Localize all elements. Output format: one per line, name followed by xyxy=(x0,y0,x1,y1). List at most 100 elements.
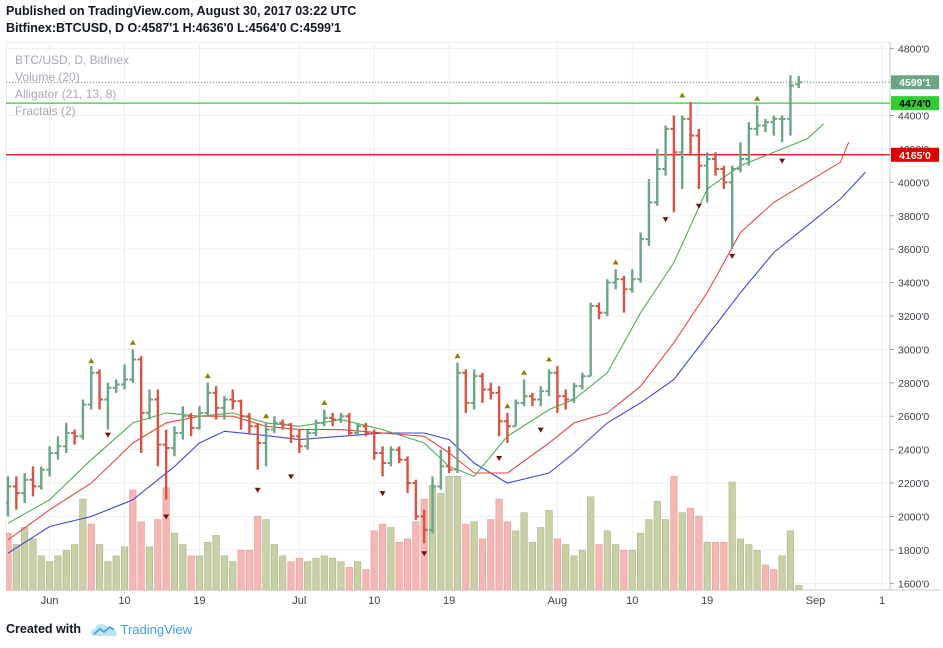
volume-bar xyxy=(62,549,70,591)
volume-bar xyxy=(170,532,179,591)
ohlc-bar xyxy=(528,392,536,407)
time-tick-label: Jul xyxy=(292,595,306,607)
volume-bar xyxy=(204,541,212,591)
price-tick-label: 1600'0 xyxy=(898,578,929,590)
ohlc-bar xyxy=(279,419,287,430)
ohlc-bar xyxy=(162,429,170,500)
tradingview-brand: TradingView xyxy=(120,622,193,638)
green-line-badge: 4474'0 xyxy=(891,96,939,111)
volume-bar xyxy=(137,521,145,591)
volume-bar xyxy=(403,538,412,591)
fractal-up-marker xyxy=(263,413,270,419)
volume-bar xyxy=(79,498,87,591)
alligator-teeth-line xyxy=(7,141,850,541)
volume-bar xyxy=(470,521,478,591)
time-tick-label: 19 xyxy=(701,595,713,607)
volume-bar xyxy=(254,515,262,591)
volume-bar xyxy=(145,546,154,591)
ohlc-bar xyxy=(537,386,545,407)
ohlc-bar xyxy=(21,473,29,504)
ohlc-bar xyxy=(736,142,744,173)
legend-alligator[interactable]: Alligator (21, 13, 8) xyxy=(15,87,117,101)
horizontal-lines[interactable] xyxy=(6,81,890,156)
price-tick-label: 2200'0 xyxy=(898,478,929,490)
volume-bar xyxy=(54,555,62,591)
ohlc-bar xyxy=(770,115,778,136)
ohlc-bar xyxy=(79,399,87,440)
ohlc-bar xyxy=(612,269,620,290)
price-tick-label: 4400'0 xyxy=(898,111,929,123)
volume-bar xyxy=(329,557,337,591)
ohlc-bar xyxy=(761,118,769,133)
ohlc-bar xyxy=(478,372,486,403)
ohlc-bar xyxy=(320,409,328,427)
volume-bar xyxy=(528,541,536,591)
ohlc-bar xyxy=(412,479,420,520)
volume-bar xyxy=(545,510,553,591)
ohlc-bar xyxy=(87,366,95,410)
fractal-down-marker xyxy=(288,474,295,480)
price-chart[interactable]: 4800'04600'04400'04200'04000'03800'03600… xyxy=(4,41,941,608)
fractal-down-marker xyxy=(254,487,261,493)
chart-frame[interactable]: 4800'04600'04400'04200'04000'03800'03600… xyxy=(4,41,941,608)
volume-bar xyxy=(761,564,770,591)
ohlc-bar xyxy=(121,364,129,390)
volume-bar xyxy=(520,512,528,591)
ohlc-bar xyxy=(295,429,303,453)
volume-bar xyxy=(129,489,137,591)
ohlc-bar xyxy=(703,152,711,203)
ohlc-bar xyxy=(37,466,45,490)
ohlc-bar xyxy=(229,389,237,410)
ohlc-bar xyxy=(137,356,145,453)
price-tick-label: 2400'0 xyxy=(898,445,929,457)
ohlc-bar xyxy=(112,379,120,393)
volume-bar xyxy=(420,498,428,591)
ohlc-bar xyxy=(62,422,70,453)
volume-bar xyxy=(295,557,303,591)
volume-bar xyxy=(320,555,328,591)
volume-bar xyxy=(603,530,611,591)
volume-bar xyxy=(387,527,395,591)
volume-bar xyxy=(104,561,112,591)
ohlc-bar xyxy=(603,279,611,316)
fractal-down-marker xyxy=(379,491,386,497)
ohlc-bar xyxy=(12,476,20,510)
volume-bar xyxy=(437,493,445,591)
volume-bar xyxy=(537,527,545,591)
volume-bar xyxy=(612,544,620,591)
ohlc-bars xyxy=(4,75,803,544)
ohlc-bar xyxy=(104,382,112,430)
ohlc-bar xyxy=(154,389,162,467)
legend-volume[interactable]: Volume (20) xyxy=(15,70,80,84)
ohlc-bar xyxy=(262,422,270,467)
legend-symbol[interactable]: BTC/USD, D, Bitfinex xyxy=(15,53,130,67)
fractal-up-marker xyxy=(88,358,95,364)
alligator-jaw-line xyxy=(7,171,866,554)
price-tick-label: 3400'0 xyxy=(898,278,929,290)
volume-bar xyxy=(370,530,378,591)
ohlc-bar xyxy=(645,179,653,246)
volume-bar xyxy=(662,519,670,591)
ohlc-bar xyxy=(71,429,79,445)
volume-bar xyxy=(262,519,270,591)
price-tick-label: 4800'0 xyxy=(898,44,929,56)
red-line-badge: 4165'0 xyxy=(891,147,939,162)
legend-fractals[interactable]: Fractals (2) xyxy=(15,104,76,118)
ohlc-bar xyxy=(637,232,645,283)
volume-bar xyxy=(112,555,120,591)
red-line-badge-text: 4165'0 xyxy=(899,150,931,162)
volume-bars xyxy=(4,476,803,591)
time-tick-label: Sep xyxy=(806,595,826,607)
volume-bar xyxy=(229,561,237,591)
ohlc-bar xyxy=(712,152,720,176)
price-axis-area[interactable] xyxy=(890,42,941,590)
volume-bar xyxy=(337,561,345,591)
volume-bar xyxy=(279,555,287,591)
tradingview-cloud-icon xyxy=(90,623,117,636)
volume-bar xyxy=(728,481,736,591)
tradingview-link[interactable]: TradingView xyxy=(90,622,193,638)
ohlc-bar xyxy=(195,406,203,430)
published-line: Published on TradingView.com, August 30,… xyxy=(6,4,357,18)
volume-bar xyxy=(212,535,220,591)
time-tick-label: 10 xyxy=(118,595,130,607)
